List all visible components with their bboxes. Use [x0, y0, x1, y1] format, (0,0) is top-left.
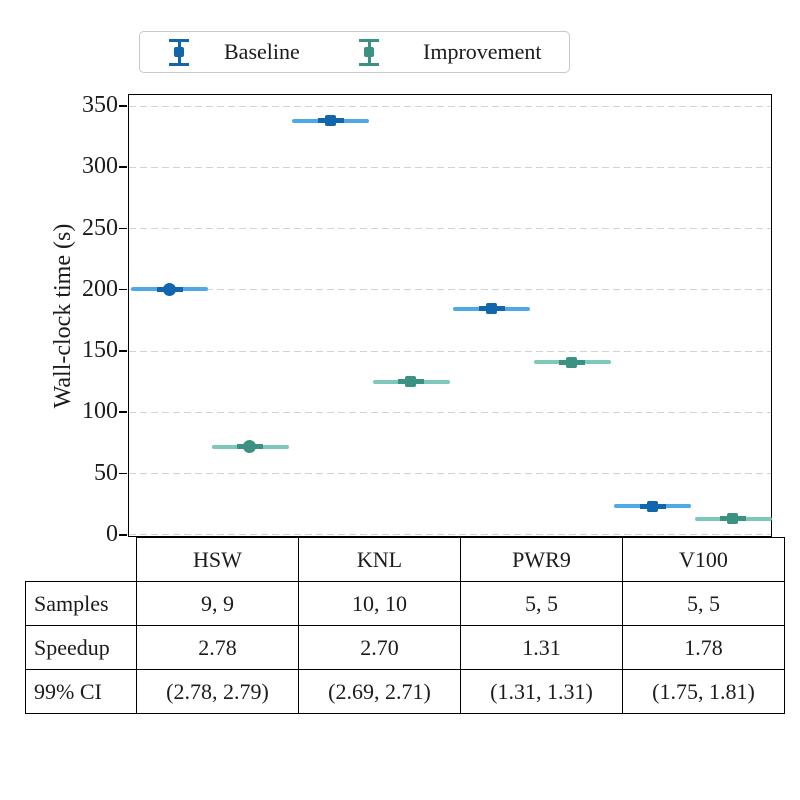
row-label-ci: 99% CI — [25, 669, 137, 714]
ci-cell: (1.75, 1.81) — [622, 669, 785, 714]
speedup-cell: 2.78 — [136, 625, 299, 670]
y-axis-tick — [119, 166, 128, 168]
marker-baseline-KNL — [325, 115, 336, 127]
ci-cell: (2.69, 2.71) — [298, 669, 461, 714]
column-header-hsw: HSW — [136, 537, 299, 582]
table-row: Speedup 2.78 2.70 1.31 1.78 — [25, 625, 785, 670]
legend-label-baseline: Baseline — [224, 39, 300, 64]
table-header-row: HSW KNL PWR9 V100 — [26, 537, 785, 582]
errorbar-cap-icon — [169, 63, 189, 66]
y-axis-tick — [119, 350, 128, 352]
column-header-knl: KNL — [298, 537, 461, 582]
ci-cell: (1.31, 1.31) — [460, 669, 623, 714]
gridline — [129, 105, 771, 107]
y-axis-tick-label: 150 — [82, 337, 118, 364]
y-axis-tick-label: 100 — [82, 398, 118, 425]
marker-improvement-HSW — [243, 440, 256, 454]
samples-cell: 10, 10 — [298, 581, 461, 626]
y-axis-tick-label: 350 — [82, 92, 118, 119]
row-label-samples: Samples — [25, 581, 137, 626]
legend-label-improvement: Improvement — [423, 39, 542, 64]
gridline — [129, 289, 771, 291]
plot-area — [119, 94, 772, 537]
marker-baseline-HSW — [163, 282, 176, 296]
gridline — [129, 228, 771, 230]
samples-cell: 5, 5 — [622, 581, 785, 626]
marker-improvement-V100 — [727, 513, 738, 525]
row-label-speedup: Speedup — [25, 625, 137, 670]
samples-cell: 9, 9 — [136, 581, 299, 626]
baseline-marker-icon — [174, 47, 184, 57]
y-axis-tick-label: 200 — [82, 275, 118, 302]
y-axis-tick — [119, 105, 128, 107]
gridline — [129, 350, 771, 352]
gridline — [129, 473, 771, 475]
legend-box: Baseline Improvement — [139, 31, 570, 73]
y-axis-tick-label: 0 — [106, 520, 118, 547]
improvement-marker-icon — [364, 47, 374, 57]
speedup-cell: 1.31 — [460, 625, 623, 670]
y-axis-tick — [119, 227, 128, 230]
baseline-errorbar-icon — [169, 39, 189, 66]
table-row: Samples 9, 9 10, 10 5, 5 5, 5 — [25, 581, 785, 626]
y-axis-tick — [119, 472, 128, 475]
column-header-pwr9: PWR9 — [460, 537, 623, 582]
gridline — [129, 534, 771, 536]
marker-baseline-V100 — [647, 500, 658, 512]
improvement-errorbar-icon — [359, 39, 379, 66]
speedup-cell: 2.70 — [298, 625, 461, 670]
gridline — [129, 411, 771, 413]
samples-cell: 5, 5 — [460, 581, 623, 626]
y-axis-tick — [119, 411, 128, 413]
y-axis-tick — [119, 288, 128, 291]
column-header-v100: V100 — [622, 537, 785, 582]
marker-improvement-KNL — [405, 376, 416, 387]
speedup-cell: 1.78 — [622, 625, 785, 670]
gridline — [129, 166, 771, 168]
table-corner-cell — [26, 538, 137, 582]
marker-improvement-PWR9 — [566, 356, 577, 368]
y-axis-tick-label: 300 — [82, 153, 118, 180]
table-row: 99% CI (2.78, 2.79) (2.69, 2.71) (1.31, … — [25, 669, 785, 714]
marker-baseline-PWR9 — [486, 303, 497, 315]
errorbar-cap-icon — [359, 63, 379, 66]
y-axis-tick — [119, 533, 128, 536]
y-axis-tick-label: 250 — [82, 214, 118, 241]
ci-cell: (2.78, 2.79) — [136, 669, 299, 714]
y-axis-tick-label: 50 — [94, 459, 118, 486]
results-table: HSW KNL PWR9 V100 Samples 9, 9 10, 10 5,… — [25, 537, 785, 714]
